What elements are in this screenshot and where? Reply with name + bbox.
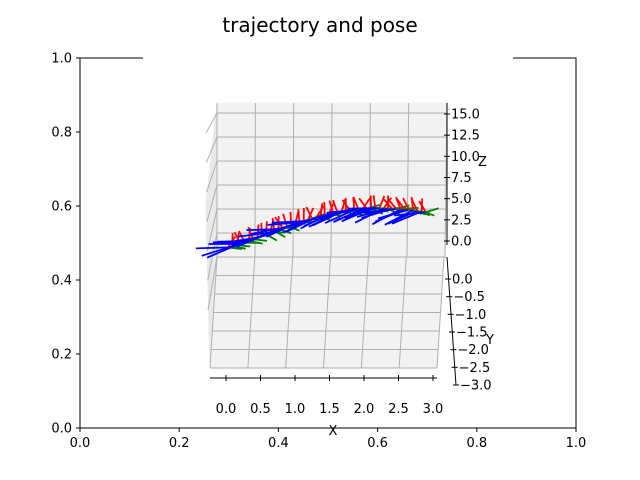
axis3d-ticks: 0.0 0.5 1.0 1.5 2.0 2.5 3.0 0.0 −0.5 −1.0 −1.5 −2.0… (216, 108, 492, 418)
pose-z-axis (393, 211, 426, 217)
pose-x-axis (340, 198, 347, 212)
x3d-tick-label: 3.0 (423, 402, 444, 417)
grid-line-z-side (205, 112, 218, 134)
outer-ytick-label: 0.4 (51, 274, 72, 289)
chart-title: trajectory and pose (222, 13, 417, 37)
pose-z-axis (326, 208, 359, 214)
outer-xtick-label: 0.0 (70, 436, 91, 451)
pose-x-axis (387, 198, 398, 210)
grid-line-z-side (205, 136, 218, 163)
pose-x-axis (361, 197, 371, 210)
z3d-tick-label: 12.5 (451, 129, 480, 144)
pose-z-axis (294, 214, 326, 226)
pose-x-axis (418, 200, 427, 213)
pose-x-axis (297, 209, 301, 223)
pose-z-axis (318, 209, 351, 220)
outer-xtick-label: 0.6 (367, 436, 388, 451)
outer-ytick-label: 1.0 (51, 52, 72, 67)
y3d-tick-label: −1.0 (455, 308, 487, 323)
pose-x-axis (372, 195, 377, 209)
outer-xtick-label: 0.2 (169, 436, 190, 451)
outer-xtick-label: 1.0 (566, 436, 587, 451)
pose-z-axis (344, 207, 376, 220)
z3d-tick-label: 15.0 (451, 108, 480, 123)
x3d-tick-label: 1.0 (285, 402, 306, 417)
pose-x-axis (358, 197, 368, 210)
pose-z-axis (377, 208, 410, 220)
pose-x-axis (396, 198, 406, 211)
pose-x-axis (382, 198, 393, 210)
outer-ytick-label: 0.0 (51, 422, 72, 437)
pose-x-axis (352, 197, 360, 210)
grid-line-z-side (207, 256, 218, 311)
grid-line-x-back (406, 102, 410, 258)
outer-xtick-label: 0.8 (466, 436, 487, 451)
pose-z-axis (238, 231, 271, 238)
pose-z-axis (324, 209, 355, 224)
pose-x-axis (395, 196, 402, 210)
outer-ytick-label: 0.8 (51, 126, 72, 141)
pose-x-axis (410, 198, 419, 212)
pose-z-axis (251, 226, 283, 235)
y3d-tick-label: −3.0 (460, 379, 492, 394)
outer-ytick-label: 0.2 (51, 348, 72, 363)
z3d-tick-label: 0.0 (451, 235, 472, 250)
pose-z-axis (195, 246, 229, 250)
grid-line-x-back (292, 102, 295, 258)
outer-xtick-label: 0.4 (268, 436, 289, 451)
grid-line-z-side (206, 160, 218, 193)
y3d-tick-label: −2.5 (459, 361, 491, 376)
pose-z-axis (271, 220, 304, 224)
trajectory-group (195, 195, 439, 259)
x3d-tick-label: 1.5 (319, 402, 340, 417)
grid-line-z-side (206, 184, 218, 222)
pose-y-axis (425, 207, 439, 213)
x-axis-label: X (329, 424, 338, 439)
grid-lines (205, 102, 448, 369)
pose-x-axis (323, 201, 326, 216)
pose-x-axis (256, 224, 260, 238)
y3d-tick-label: 0.0 (452, 273, 473, 288)
x3d-tick-label: 2.0 (354, 402, 375, 417)
pose-z-axis (347, 207, 380, 210)
outer-axes-spine-gap (143, 55, 513, 61)
outer-ytick-label: 0.6 (51, 200, 72, 215)
pose-x-axis (332, 199, 339, 213)
y3d-tick-label: −1.5 (456, 326, 488, 341)
y-axis-line (446, 256, 457, 386)
x3d-tick-label: 2.5 (388, 402, 409, 417)
pose-x-axis (319, 203, 324, 217)
z3d-tick-label: 7.5 (451, 171, 472, 186)
pose-z-axis (267, 221, 300, 226)
y-axis-label: Y (485, 333, 494, 348)
pose-x-axis (264, 221, 268, 235)
pose-x-axis (402, 197, 410, 211)
grid-line-x-back (330, 102, 333, 258)
pose-z-axis (336, 207, 368, 221)
pose-x-axis (305, 206, 313, 220)
outer-ticks: 0.0 0.2 0.4 0.6 0.8 1.0 0.0 0.2 0.4 0.6 0.8 1.0 (51, 52, 586, 452)
pose-x-axis (378, 195, 386, 209)
z-axis-label: Z (478, 155, 487, 170)
z3d-tick-label: 2.5 (451, 213, 472, 228)
y3d-tick-label: −2.0 (457, 343, 489, 358)
x3d-tick-label: 0.5 (250, 402, 271, 417)
pose-x-axis (328, 200, 335, 214)
z3d-tick-label: 10.0 (451, 150, 480, 165)
y3d-tick-label: −0.5 (453, 290, 485, 305)
grid-line-x-back (368, 102, 371, 258)
x3d-tick-label: 0.0 (216, 402, 237, 417)
z3d-tick-label: 5.0 (451, 192, 472, 207)
pose-z-axis (364, 208, 397, 214)
grid-line-z-side (207, 232, 218, 281)
